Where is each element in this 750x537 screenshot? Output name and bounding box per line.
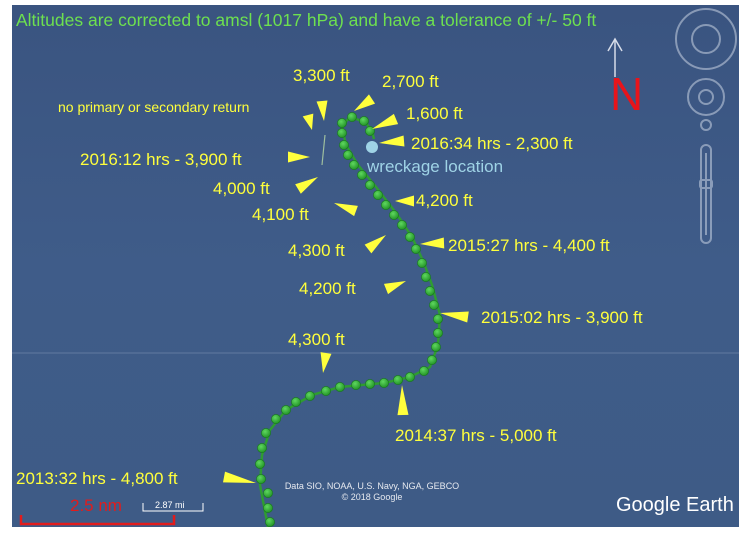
track-point	[321, 386, 331, 396]
scale-bar	[19, 503, 204, 526]
track-point	[365, 379, 375, 389]
track-point	[411, 244, 421, 254]
track-point	[291, 397, 301, 407]
scale-bar-label: 2.5 nm	[70, 496, 122, 515]
altitude-tolerance-note: Altitudes are corrected to amsl (1017 hP…	[16, 10, 597, 30]
annotation-label: 2015:27 hrs - 4,400 ft	[448, 236, 610, 255]
scale-bar-miles-label: 2.87 mi	[155, 500, 185, 510]
navigation-controls[interactable]	[675, 8, 737, 244]
zoom-slider-icon[interactable]	[700, 144, 712, 244]
annotation-label: 4,300 ft	[288, 330, 345, 349]
annotation-pointers	[222, 94, 469, 483]
move-joystick-icon[interactable]	[687, 78, 725, 116]
track-point	[265, 517, 275, 527]
annotation-label: 4,200 ft	[299, 279, 356, 298]
annotation-label: 4,300 ft	[288, 241, 345, 260]
track-point	[425, 286, 435, 296]
track-point	[261, 428, 271, 438]
annotation-label: 4,100 ft	[252, 205, 309, 224]
flight-track-points	[255, 112, 443, 527]
annotation-pointer	[395, 195, 414, 207]
track-point	[337, 118, 347, 128]
track-point	[255, 459, 265, 469]
track-point	[339, 140, 349, 150]
wreckage-marker	[366, 141, 378, 153]
annotation-pointer	[354, 94, 376, 111]
annotation-label: 2016:12 hrs - 3,900 ft	[80, 150, 242, 169]
annotation-pointer	[420, 237, 445, 249]
track-point	[427, 355, 437, 365]
track-point	[419, 366, 429, 376]
track-point	[343, 150, 353, 160]
street-view-icon[interactable]	[700, 119, 712, 131]
track-point	[431, 342, 441, 352]
track-point	[365, 126, 375, 136]
track-point	[381, 200, 391, 210]
wreckage-location-label: wreckage location	[367, 157, 504, 176]
annotation-pointer	[334, 203, 358, 217]
track-point	[421, 272, 431, 282]
annotation-pointer	[372, 113, 399, 129]
track-point	[263, 503, 273, 513]
annotation-label: 1,600 ft	[406, 104, 463, 123]
track-point	[433, 328, 443, 338]
track-point	[379, 378, 389, 388]
track-point	[349, 160, 359, 170]
track-point	[357, 170, 367, 180]
annotation-label: 4,000 ft	[213, 179, 270, 198]
attribution-data-line: Data SIO, NOAA, U.S. Navy, NGA, GEBCO	[284, 481, 460, 491]
map-view[interactable]: Altitudes are corrected to amsl (1017 hP…	[12, 5, 739, 527]
map-canvas	[12, 5, 739, 527]
annotation-pointer	[302, 113, 314, 130]
track-point	[256, 474, 266, 484]
track-point	[305, 391, 315, 401]
annotation-label: 2016:34 hrs - 2,300 ft	[411, 134, 573, 153]
track-point	[417, 258, 427, 268]
track-point	[389, 210, 399, 220]
return-gap-line	[321, 134, 326, 166]
annotation-label: 2013:32 hrs - 4,800 ft	[16, 469, 178, 488]
annotation-pointer	[295, 177, 318, 194]
track-point	[347, 112, 357, 122]
north-arrow-icon	[607, 37, 623, 77]
annotation-label: 4,200 ft	[416, 191, 473, 210]
attribution-copyright-line: © 2018 Google	[341, 492, 403, 503]
annotation-pointer	[364, 235, 386, 254]
look-joystick-icon[interactable]	[675, 8, 737, 70]
annotation-label: 2,700 ft	[382, 72, 439, 91]
track-point	[429, 300, 439, 310]
annotation-label: 2014:37 hrs - 5,000 ft	[395, 426, 557, 445]
track-point	[337, 128, 347, 138]
sea-surface	[12, 5, 739, 527]
annotation-label: 2015:02 hrs - 3,900 ft	[481, 308, 643, 327]
track-point	[257, 443, 267, 453]
annotation-pointer	[383, 281, 406, 295]
north-label: N	[610, 68, 644, 120]
annotation-pointer	[316, 100, 328, 121]
track-point	[281, 405, 291, 415]
track-point	[397, 220, 407, 230]
track-point	[433, 314, 443, 324]
track-point	[393, 375, 403, 385]
google-earth-logo: Google Earth	[616, 494, 734, 516]
annotation-pointer	[440, 311, 469, 323]
track-point	[405, 232, 415, 242]
annotation-pointer	[320, 352, 332, 373]
annotation-pointer	[397, 385, 409, 416]
track-point	[351, 380, 361, 390]
annotation-pointer	[222, 471, 256, 483]
track-point	[263, 488, 273, 498]
track-point	[373, 190, 383, 200]
track-point	[271, 414, 281, 424]
annotation-label: 3,300 ft	[293, 66, 350, 85]
track-point	[335, 382, 345, 392]
annotation-pointer	[379, 135, 405, 147]
track-point	[405, 372, 415, 382]
track-point	[365, 180, 375, 190]
map-attribution: Data SIO, NOAA, U.S. Navy, NGA, GEBCO © …	[272, 481, 472, 504]
track-point	[359, 116, 369, 126]
annotation-pointer	[288, 151, 310, 163]
annotation-label: no primary or secondary return	[58, 99, 250, 115]
